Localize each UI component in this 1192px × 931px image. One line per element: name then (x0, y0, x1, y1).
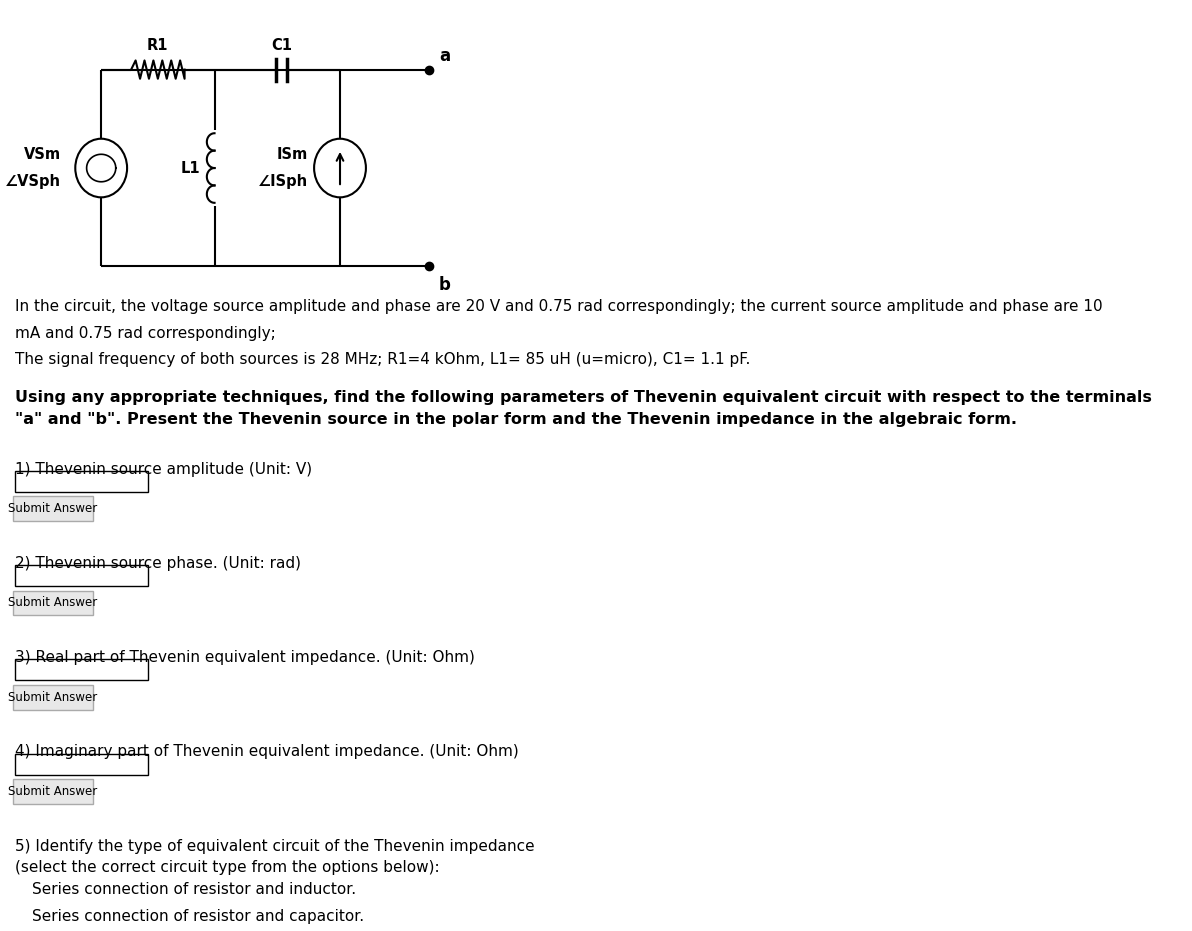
Text: C1: C1 (271, 38, 292, 53)
Text: Submit Answer: Submit Answer (8, 502, 98, 515)
Text: b: b (439, 276, 451, 293)
Text: mA and 0.75 rad correspondingly;: mA and 0.75 rad correspondingly; (14, 326, 275, 341)
Text: VSm: VSm (24, 147, 61, 162)
FancyBboxPatch shape (14, 565, 148, 586)
Text: L1: L1 (180, 160, 200, 176)
FancyBboxPatch shape (14, 471, 148, 492)
Text: In the circuit, the voltage source amplitude and phase are 20 V and 0.75 rad cor: In the circuit, the voltage source ampli… (14, 299, 1103, 314)
Text: a: a (439, 47, 449, 65)
Text: ∠ISph: ∠ISph (257, 174, 308, 189)
FancyBboxPatch shape (14, 659, 148, 681)
Text: 5) Identify the type of equivalent circuit of the Thevenin impedance
(select the: 5) Identify the type of equivalent circu… (14, 839, 534, 875)
Text: 2) Thevenin source phase. (Unit: rad): 2) Thevenin source phase. (Unit: rad) (14, 556, 300, 571)
Text: Submit Answer: Submit Answer (8, 785, 98, 798)
Text: Series connection of resistor and capacitor.: Series connection of resistor and capaci… (32, 909, 365, 924)
Text: ∠VSph: ∠VSph (5, 174, 61, 189)
Text: Submit Answer: Submit Answer (8, 691, 98, 704)
FancyBboxPatch shape (13, 779, 93, 804)
Text: 1) Thevenin source amplitude (Unit: V): 1) Thevenin source amplitude (Unit: V) (14, 462, 311, 477)
Text: Series connection of resistor and inductor.: Series connection of resistor and induct… (32, 882, 356, 897)
Text: R1: R1 (147, 38, 168, 53)
FancyBboxPatch shape (13, 685, 93, 709)
Text: ISm: ISm (277, 147, 308, 162)
Text: Using any appropriate techniques, find the following parameters of Thevenin equi: Using any appropriate techniques, find t… (14, 390, 1151, 427)
Text: The signal frequency of both sources is 28 MHz; R1=4 kOhm, L1= 85 uH (u=micro), : The signal frequency of both sources is … (14, 352, 750, 367)
Text: 3) Real part of Thevenin equivalent impedance. (Unit: Ohm): 3) Real part of Thevenin equivalent impe… (14, 650, 474, 665)
Text: 4) Imaginary part of Thevenin equivalent impedance. (Unit: Ohm): 4) Imaginary part of Thevenin equivalent… (14, 745, 519, 760)
Text: Submit Answer: Submit Answer (8, 597, 98, 610)
FancyBboxPatch shape (13, 925, 93, 931)
FancyBboxPatch shape (13, 590, 93, 615)
FancyBboxPatch shape (13, 496, 93, 521)
FancyBboxPatch shape (14, 753, 148, 775)
